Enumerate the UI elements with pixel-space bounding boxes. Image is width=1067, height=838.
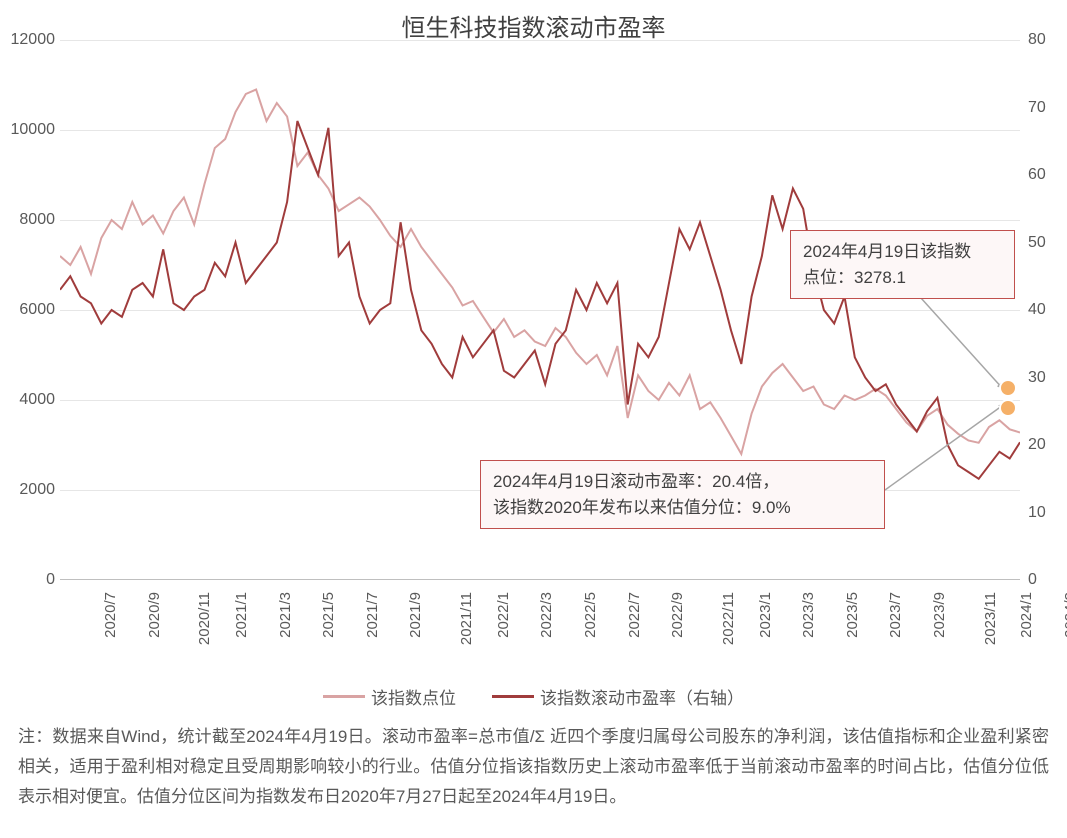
y-right-tick-label: 30: [1028, 369, 1067, 387]
x-tick-label: 2021/1: [233, 592, 250, 638]
x-tick-label: 2022/9: [669, 592, 686, 638]
x-tick-label: 2022/3: [538, 592, 555, 638]
annotation-line: 点位：3278.1: [803, 265, 1002, 291]
x-tick-label: 2022/1: [495, 592, 512, 638]
legend-swatch: [323, 695, 365, 698]
x-tick-label: 2024/1: [1018, 592, 1035, 638]
data-marker: [999, 399, 1017, 417]
x-tick-label: 2021/3: [276, 592, 293, 638]
y-left-tick-label: 2000: [0, 481, 55, 499]
y-right-tick-label: 10: [1028, 504, 1067, 522]
x-tick-label: 2020/11: [196, 592, 213, 645]
annotation-line: 2024年4月19日该指数: [803, 239, 1002, 265]
y-right-tick-label: 40: [1028, 301, 1067, 319]
x-tick-label: 2023/5: [844, 592, 861, 638]
legend-item: 该指数点位: [323, 684, 456, 709]
x-tick-label: 2021/11: [458, 592, 475, 645]
x-tick-label: 2021/5: [320, 592, 337, 638]
x-tick-label: 2023/9: [931, 592, 948, 638]
x-tick-label: 2020/7: [102, 592, 119, 638]
annotation-box: 2024年4月19日滚动市盈率：20.4倍，该指数2020年发布以来估值分位：9…: [480, 460, 885, 529]
x-tick-label: 2024/3: [1062, 592, 1067, 638]
x-tick-label: 2022/5: [582, 592, 599, 638]
legend-swatch: [492, 695, 534, 698]
x-tick-label: 2022/7: [626, 592, 643, 638]
series-line: [60, 121, 1020, 479]
x-tick-label: 2020/9: [146, 592, 163, 638]
y-left-tick-label: 10000: [0, 121, 55, 139]
x-tick-label: 2021/7: [364, 592, 381, 638]
y-right-tick-label: 70: [1028, 99, 1067, 117]
y-right-tick-label: 20: [1028, 436, 1067, 454]
data-marker: [999, 379, 1017, 397]
y-left-tick-label: 4000: [0, 391, 55, 409]
y-right-tick-label: 80: [1028, 31, 1067, 49]
x-tick-label: 2023/3: [800, 592, 817, 638]
chart-title: 恒生科技指数滚动市盈率: [0, 8, 1067, 43]
legend: 该指数点位 该指数滚动市盈率（右轴）: [0, 683, 1067, 709]
x-tick-label: 2022/11: [720, 592, 737, 645]
y-left-tick-label: 8000: [0, 211, 55, 229]
annotation-line: 该指数2020年发布以来估值分位：9.0%: [493, 495, 872, 521]
legend-item: 该指数滚动市盈率（右轴）: [492, 684, 744, 709]
footnote: 注：数据来自Wind，统计截至2024年4月19日。滚动市盈率=总市值/Σ 近四…: [18, 722, 1049, 811]
legend-label: 该指数点位: [371, 684, 456, 709]
chart-container: 恒生科技指数滚动市盈率 020004000600080001000012000 …: [0, 0, 1067, 838]
x-tick-label: 2021/9: [407, 592, 424, 638]
legend-label: 该指数滚动市盈率（右轴）: [540, 684, 744, 709]
x-tick-label: 2023/1: [756, 592, 773, 638]
annotation-box: 2024年4月19日该指数点位：3278.1: [790, 230, 1015, 299]
annotation-line: 2024年4月19日滚动市盈率：20.4倍，: [493, 469, 872, 495]
y-left-tick-label: 12000: [0, 31, 55, 49]
y-right-tick-label: 50: [1028, 234, 1067, 252]
y-left-tick-label: 6000: [0, 301, 55, 319]
y-right-tick-label: 60: [1028, 166, 1067, 184]
y-left-tick-label: 0: [0, 571, 55, 589]
x-tick-label: 2023/11: [982, 592, 999, 645]
y-right-tick-label: 0: [1028, 571, 1067, 589]
x-tick-label: 2023/7: [887, 592, 904, 638]
